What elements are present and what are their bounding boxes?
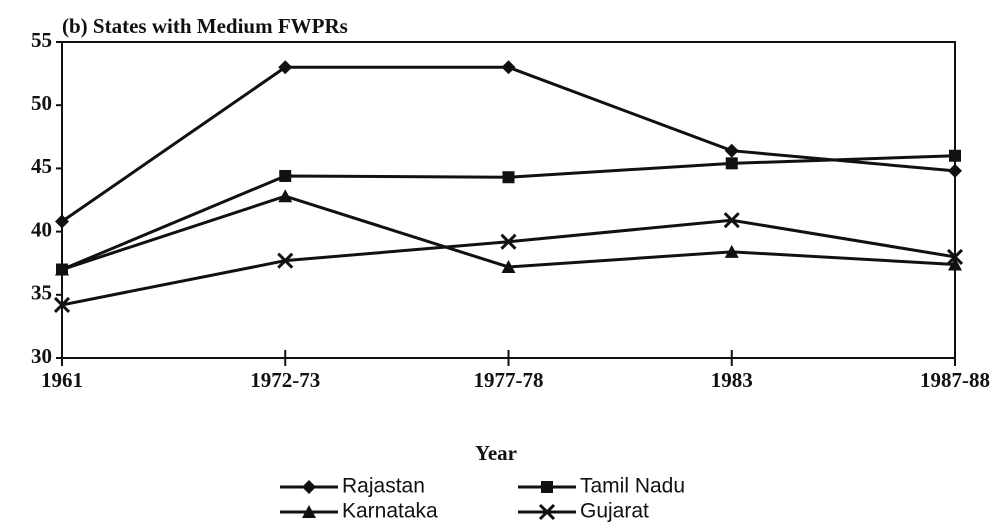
marker: [725, 157, 738, 170]
marker: [55, 262, 69, 276]
marker: [538, 503, 556, 521]
legend-label: Gujarat: [580, 500, 649, 523]
marker: [541, 481, 553, 493]
marker: [302, 505, 316, 518]
marker: [949, 149, 961, 162]
marker: [279, 169, 292, 182]
y-tick-label: 35: [31, 281, 52, 305]
y-tick-label: 40: [31, 217, 52, 241]
marker: [724, 244, 739, 258]
plot-frame: [61, 41, 956, 359]
marker: [278, 189, 293, 203]
x-tick-label: 1972-73: [250, 368, 320, 392]
series-line: [61, 65, 956, 223]
series-line: [61, 194, 956, 271]
x-tick-label: 1977-78: [474, 368, 544, 392]
y-tick-label: 50: [31, 91, 52, 115]
y-tick-label: 55: [31, 28, 52, 52]
marker: [723, 212, 740, 229]
marker: [501, 259, 516, 273]
marker: [277, 252, 294, 269]
x-axis-label: Year: [475, 441, 517, 465]
y-tick-label: 30: [31, 344, 52, 368]
marker: [501, 60, 516, 75]
chart-title: (b) States with Medium FWPRs: [62, 14, 348, 38]
legend-label: Tamil Nadu: [580, 475, 685, 498]
x-tick-label: 1983: [711, 368, 753, 392]
marker: [53, 296, 71, 313]
marker: [278, 60, 293, 75]
marker: [946, 248, 964, 265]
marker: [500, 233, 517, 250]
marker: [55, 214, 69, 229]
marker: [302, 480, 316, 494]
x-tick-label: 1961: [41, 368, 83, 392]
marker: [502, 171, 515, 184]
marker: [724, 143, 739, 158]
y-tick-label: 45: [31, 154, 52, 178]
marker: [948, 163, 962, 178]
marker: [948, 257, 962, 271]
x-tick-label: 1987-88: [920, 368, 990, 392]
legend-label: Karnataka: [342, 500, 438, 523]
legend-label: Rajastan: [342, 475, 425, 498]
